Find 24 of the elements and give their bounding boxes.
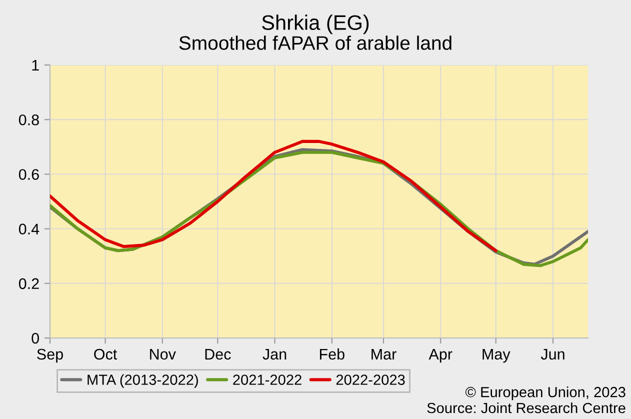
x-tick-label: Apr xyxy=(428,348,452,363)
chart-subtitle: Smoothed fAPAR of arable land xyxy=(179,36,452,50)
chart-title: Shrkia (EG) xyxy=(262,14,369,34)
x-tick-label: Feb xyxy=(320,348,344,360)
y-tick-label: 0.4 xyxy=(18,224,40,234)
x-tick-label: Dec xyxy=(205,348,231,360)
y-tick-label: 0.8 xyxy=(18,114,39,126)
line-series xyxy=(50,140,498,252)
text: © European Union, 2023 xyxy=(465,386,626,400)
x-tick-label: Oct xyxy=(94,348,118,360)
y-tick-label: 1 xyxy=(32,60,39,71)
x-tick-label: Jan xyxy=(262,348,286,360)
y-tick-label: 0 xyxy=(32,332,39,344)
legend-label: 2021-2022 xyxy=(233,374,302,385)
legend-label: MTA (2013-2022) xyxy=(88,374,198,388)
y-tick-label: 0.6 xyxy=(18,169,39,180)
x-tick-label: Jun xyxy=(540,348,564,360)
source-note: Source: Joint Research Centre xyxy=(427,402,626,414)
x-tick-label: Sep xyxy=(37,348,63,363)
x-tick-label: May xyxy=(482,348,510,363)
legend-label: 2022-2023 xyxy=(336,374,405,385)
x-tick-label: Nov xyxy=(150,348,176,360)
x-tick-label: Mar xyxy=(372,348,396,360)
y-tick-label: 0.2 xyxy=(18,278,39,290)
